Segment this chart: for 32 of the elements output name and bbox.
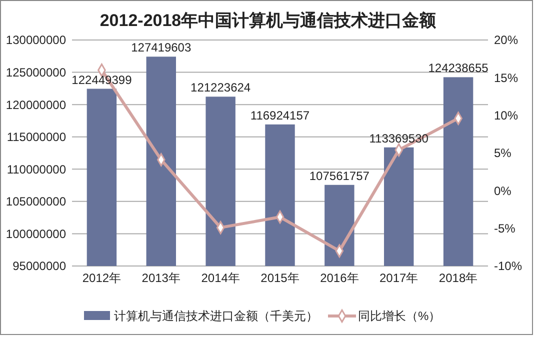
y-tick-label: 130000000	[6, 33, 66, 48]
x-tick-label: 2018年	[438, 271, 478, 285]
x-tick-label: 2014年	[201, 271, 240, 285]
y2-tick-label: -5%	[494, 222, 516, 236]
y-tick-label: 95000000	[12, 259, 66, 274]
x-tick-label: 2012年	[82, 271, 122, 285]
y2-tick-label: 0%	[494, 184, 512, 198]
data-label: 127419603	[131, 40, 192, 55]
data-label: 113369530	[369, 131, 429, 146]
data-label: 116924157	[250, 108, 310, 122]
y-tick-label: 105000000	[6, 194, 66, 209]
y-tick-label: 100000000	[6, 226, 66, 241]
y2-tick-label: 5%	[494, 146, 512, 160]
legend-label: 计算机与通信技术进口金额（千美元）	[114, 309, 318, 324]
y-tick-label: 115000000	[6, 130, 66, 144]
chart-title: 2012-2018年中国计算机与通信技术进口金额	[100, 11, 438, 30]
y2-tick-label: 10%	[494, 108, 518, 123]
x-tick-label: 2013年	[142, 271, 180, 285]
y-tick-label: 110000000	[6, 162, 66, 176]
y2-tick-label: -10%	[494, 259, 522, 274]
legend-label: 同比增长（%）	[358, 309, 441, 324]
y-tick-label: 120000000	[6, 98, 66, 112]
data-label: 122449399	[72, 72, 132, 87]
data-label: 124238655	[428, 61, 489, 76]
x-tick-label: 2017年	[380, 271, 418, 285]
y2-tick-label: 15%	[494, 70, 518, 85]
data-label: 121223624	[190, 80, 251, 95]
x-tick-label: 2015年	[260, 271, 300, 285]
y2-tick-label: 20%	[494, 33, 518, 48]
y-tick-label: 125000000	[6, 65, 66, 80]
data-label: 107561757	[309, 168, 370, 183]
x-tick-label: 2016年	[320, 271, 359, 285]
